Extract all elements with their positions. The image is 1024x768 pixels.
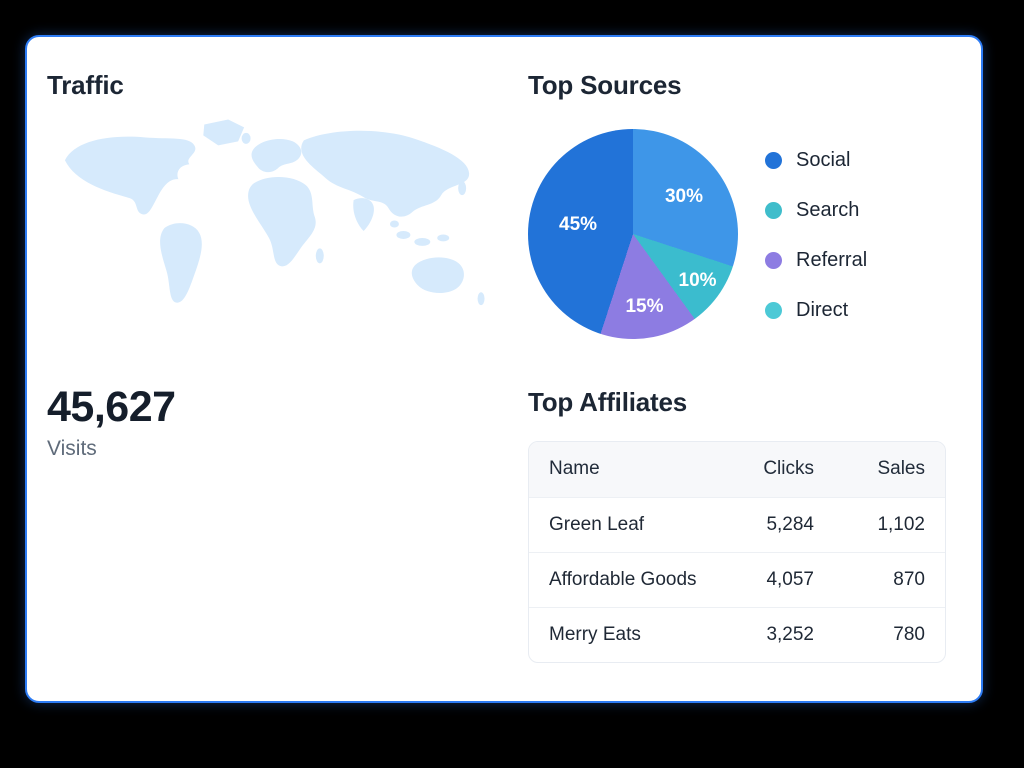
top-sources-title: Top Sources [528, 70, 682, 100]
visits-value: 45,627 [47, 383, 176, 431]
column-header: Sales [877, 458, 925, 480]
legend-dot [765, 151, 782, 169]
affiliates-table-head-row: Name Clicks Sales [529, 442, 945, 497]
world-map-illustration [64, 119, 485, 306]
clicks-cell: 5,284 [766, 513, 814, 535]
legend-dot [765, 251, 782, 269]
clicks-cell: 4,057 [766, 568, 814, 590]
continent-north-america [64, 136, 196, 215]
affiliates-table: Name Clicks Sales Green Leaf 5,284 1,102 Affo… [529, 442, 945, 662]
legend-item: Direct [765, 285, 867, 335]
continent-south-america [160, 223, 202, 303]
visits-label: Visits [47, 437, 97, 460]
name-cell: Affordable Goods [549, 568, 697, 590]
continent-africa [248, 177, 316, 267]
legend-label: Referral [796, 248, 868, 271]
legend-item: Social [765, 135, 867, 185]
pie-slice-label: 45% [559, 214, 598, 236]
pie-chart: 30% 10% 15% 45% [528, 129, 738, 339]
traffic-title: Traffic [47, 70, 124, 100]
island-madagascar [315, 248, 324, 264]
dashboard-card: Traffic 45,627 Visits Top Sources 30% 10%… [25, 35, 983, 703]
legend-label: Social [796, 148, 851, 171]
pie-slice-label: 15% [625, 295, 664, 317]
legend-item: Referral [765, 235, 867, 285]
legend-label: Search [796, 198, 860, 221]
island-new-zealand [477, 292, 485, 306]
column-header: Clicks [763, 458, 814, 480]
legend-label: Direct [796, 298, 849, 321]
legend-dot [765, 201, 782, 219]
island-uk [241, 132, 251, 144]
legend-dot [765, 301, 782, 319]
continent-europe [251, 138, 302, 173]
name-cell: Green Leaf [549, 513, 645, 535]
sales-cell: 870 [893, 568, 925, 590]
continent-greenland [203, 119, 245, 146]
table-row: Affordable Goods 4,057 870 [529, 552, 945, 607]
region-india [353, 198, 374, 231]
islands-philippines [389, 220, 399, 228]
name-cell: Merry Eats [549, 623, 641, 645]
islands-indonesia-3 [437, 234, 450, 242]
table-row: Green Leaf 5,284 1,102 [529, 497, 945, 552]
legend-item: Search [765, 185, 867, 235]
column-header: Name [549, 458, 600, 480]
clicks-cell: 3,252 [766, 623, 814, 645]
affiliates-table-container: Name Clicks Sales Green Leaf 5,284 1,102 Affo… [528, 441, 946, 663]
top-affiliates-title: Top Affiliates [528, 387, 687, 417]
island-japan [458, 181, 467, 196]
islands-indonesia-2 [414, 237, 431, 246]
islands-indonesia-1 [396, 230, 411, 239]
table-row: Merry Eats 3,252 780 [529, 607, 945, 662]
continent-asia [301, 130, 470, 217]
pie-slice-label: 30% [664, 185, 703, 207]
continent-australia [411, 257, 464, 293]
pie-slice-label: 10% [678, 269, 717, 291]
sales-cell: 1,102 [877, 513, 925, 535]
affiliates-table-body: Green Leaf 5,284 1,102 Affordable Goods 4,05… [529, 497, 945, 662]
sales-cell: 780 [893, 623, 925, 645]
legend: Social Search Referral Direct [765, 135, 867, 335]
